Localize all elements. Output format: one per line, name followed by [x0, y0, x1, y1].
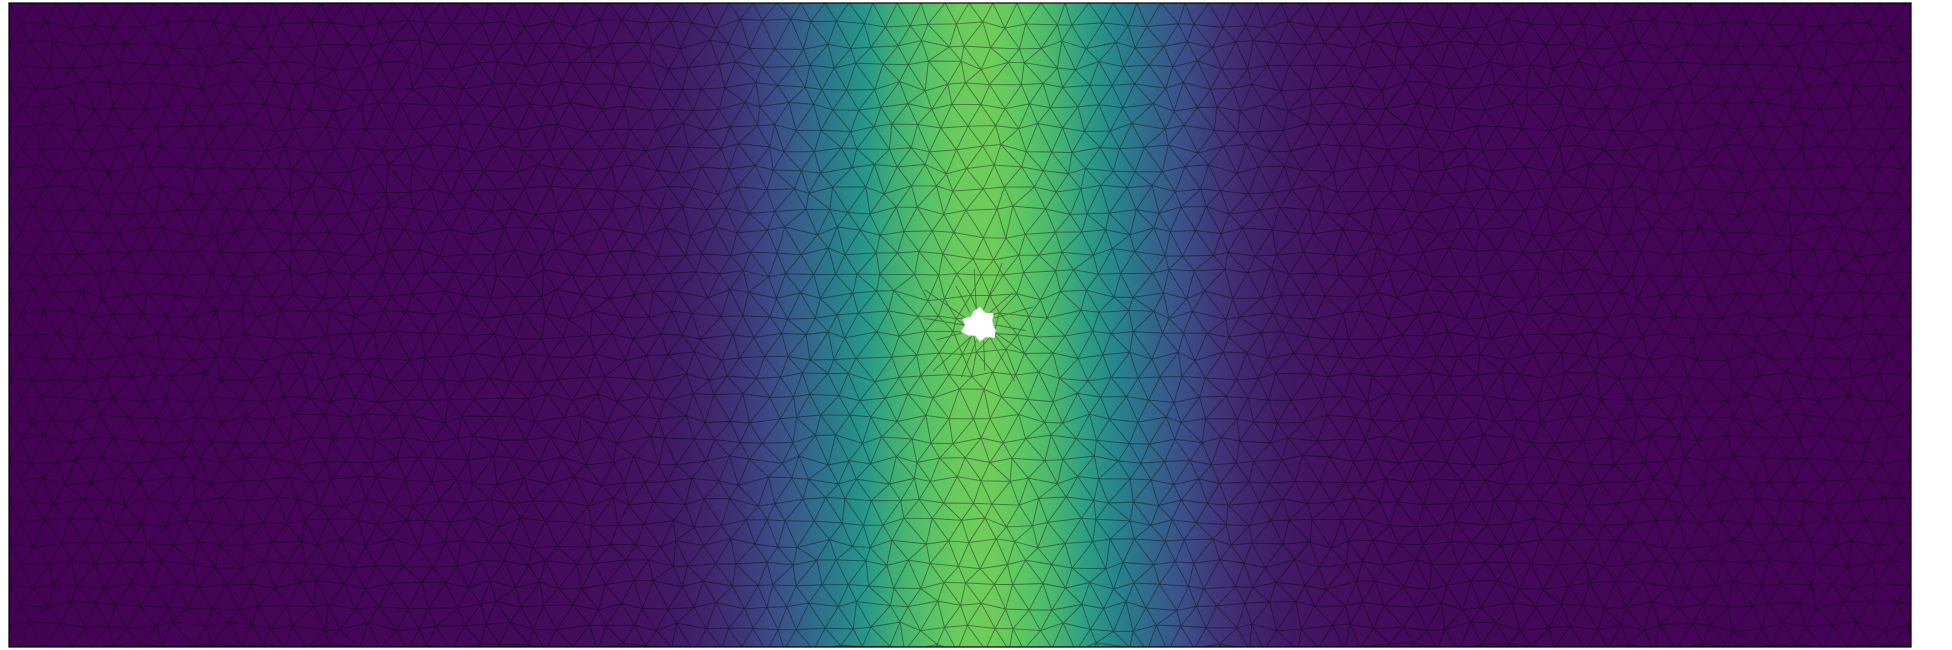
mesh-hole [960, 306, 996, 342]
mesh-edges [9, 3, 1911, 647]
mesh-triangles [9, 3, 1911, 647]
domain-frame [8, 2, 1912, 648]
field-fill [9, 3, 1911, 647]
